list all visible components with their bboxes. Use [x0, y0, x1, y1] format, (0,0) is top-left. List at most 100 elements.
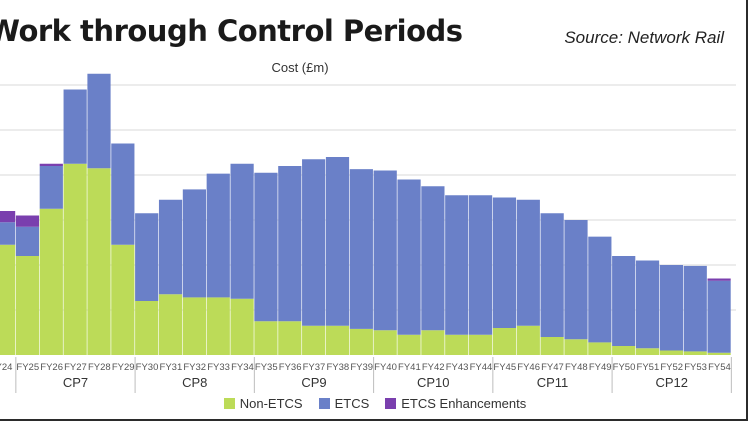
bar-non-etcs-fy24 — [0, 244, 16, 355]
x-tick-label: FY33 — [207, 362, 230, 373]
bar-non-etcs-fy47 — [540, 337, 564, 355]
bar-etcs-enhancements-fy26 — [39, 163, 63, 166]
bar-non-etcs-fy28 — [87, 168, 111, 355]
bar-etcs-fy52 — [659, 265, 683, 351]
legend-swatch — [318, 398, 330, 409]
legend-swatch — [385, 398, 397, 409]
x-tick-label: FY43 — [446, 362, 469, 373]
x-tick-label: FY51 — [637, 362, 660, 373]
bar-etcs-enhancements-fy25 — [15, 215, 40, 227]
x-tick-label: FY47 — [541, 362, 564, 373]
bar-etcs-fy46 — [516, 199, 540, 326]
x-tick-label: FY44 — [470, 362, 493, 373]
bar-non-etcs-fy41 — [397, 334, 421, 355]
bar-etcs-fy26 — [39, 166, 63, 209]
bar-non-etcs-fy45 — [492, 328, 517, 355]
bar-non-etcs-fy38 — [325, 325, 350, 355]
x-tick-label: FY28 — [88, 362, 111, 373]
bar-etcs-fy53 — [683, 265, 707, 352]
x-tick-label: FY41 — [398, 362, 421, 373]
bar-non-etcs-fy34 — [230, 298, 254, 355]
bar-non-etcs-fy43 — [445, 334, 469, 355]
bar-non-etcs-fy53 — [683, 351, 707, 355]
bar-etcs-fy47 — [540, 213, 564, 337]
bar-non-etcs-fy44 — [469, 334, 493, 355]
bar-non-etcs-fy30 — [135, 301, 159, 355]
bar-etcs-fy35 — [254, 172, 278, 322]
x-tick-label: FY48 — [565, 362, 588, 373]
bar-etcs-fy40 — [373, 170, 397, 331]
bar-etcs-enhancements-fy24 — [0, 211, 16, 223]
bar-etcs-fy51 — [635, 260, 660, 349]
x-tick-label: FY54 — [708, 362, 731, 373]
x-tick-label: FY46 — [517, 362, 540, 373]
bar-etcs-fy43 — [445, 195, 469, 335]
x-tick-label: FY49 — [589, 362, 612, 373]
legend-item: Non-ETCS — [223, 396, 303, 411]
bar-etcs-fy48 — [564, 220, 588, 340]
bar-etcs-fy38 — [325, 157, 350, 326]
x-tick-label: FY32 — [183, 362, 206, 373]
x-tick-label: FY25 — [16, 362, 39, 373]
bar-non-etcs-fy32 — [182, 297, 206, 355]
x-tick-label: FY53 — [684, 362, 707, 373]
bar-non-etcs-fy31 — [158, 294, 183, 355]
bar-etcs-fy36 — [278, 166, 302, 322]
bar-etcs-fy32 — [182, 189, 206, 298]
source-note: Source: Network Rail — [564, 28, 724, 47]
legend-swatch — [223, 398, 235, 409]
bar-etcs-fy49 — [588, 236, 612, 343]
x-tick-label: FY34 — [231, 362, 254, 373]
bar-non-etcs-fy29 — [111, 244, 135, 355]
x-tick-label: FY30 — [136, 362, 159, 373]
x-tick-label: FY50 — [613, 362, 636, 373]
control-period-label: CP9 — [301, 375, 326, 390]
x-tick-label: FY31 — [160, 362, 183, 373]
legend-label: ETCS — [334, 396, 370, 411]
bar-non-etcs-fy37 — [302, 325, 326, 355]
control-period-label: CP11 — [537, 375, 569, 390]
x-tick-label: FY36 — [279, 362, 302, 373]
bar-etcs-fy25 — [15, 226, 40, 256]
legend-item: ETCS Enhancements — [385, 396, 526, 411]
bar-etcs-fy24 — [0, 222, 16, 245]
x-tick-label: FY29 — [112, 362, 135, 373]
control-period-label: CP10 — [417, 375, 450, 390]
x-tick-label: FY38 — [326, 362, 349, 373]
bar-non-etcs-fy26 — [39, 208, 63, 355]
legend: Non-ETCS ETCS ETCS Enhancements — [0, 396, 750, 411]
bar-etcs-fy50 — [612, 256, 636, 346]
bar-non-etcs-fy35 — [254, 321, 278, 355]
x-tick-label: FY45 — [493, 362, 516, 373]
control-period-label: CP7 — [63, 375, 88, 390]
bar-etcs-fy44 — [469, 195, 493, 335]
x-tick-label: FY52 — [660, 362, 683, 373]
bar-non-etcs-fy40 — [373, 330, 397, 355]
x-tick-label: FY27 — [64, 362, 87, 373]
control-period-label: CP12 — [655, 375, 688, 390]
x-tick-label: FY39 — [350, 362, 373, 373]
legend-label: ETCS Enhancements — [401, 396, 527, 411]
bar-etcs-fy30 — [135, 213, 159, 301]
legend-label: Non-ETCS — [239, 396, 303, 411]
bar-etcs-fy27 — [63, 89, 87, 164]
x-tick-labels: Y24FY25FY26FY27FY28FY29FY30FY31FY32FY33F… — [0, 362, 731, 373]
control-period-axis: CP7 CP8 CP9 CP10 CP11 CP12 — [15, 357, 732, 393]
x-tick-label: FY26 — [40, 362, 63, 373]
bar-non-etcs-fy25 — [15, 256, 40, 355]
bar-etcs-fy28 — [87, 73, 111, 169]
bar-non-etcs-fy52 — [659, 350, 683, 355]
bar-etcs-fy33 — [206, 173, 230, 298]
legend-item: ETCS — [318, 396, 370, 411]
bar-etcs-fy29 — [111, 143, 135, 245]
bar-etcs-fy42 — [421, 186, 445, 331]
bar-non-etcs-fy39 — [349, 328, 373, 355]
bar-non-etcs-fy54 — [707, 352, 731, 355]
bar-non-etcs-fy33 — [206, 297, 230, 355]
bar-non-etcs-fy27 — [63, 163, 87, 355]
x-tick-label: Y24 — [0, 362, 12, 373]
chart-title: Work through Control Periods — [0, 14, 463, 48]
bar-etcs-fy34 — [230, 163, 254, 299]
